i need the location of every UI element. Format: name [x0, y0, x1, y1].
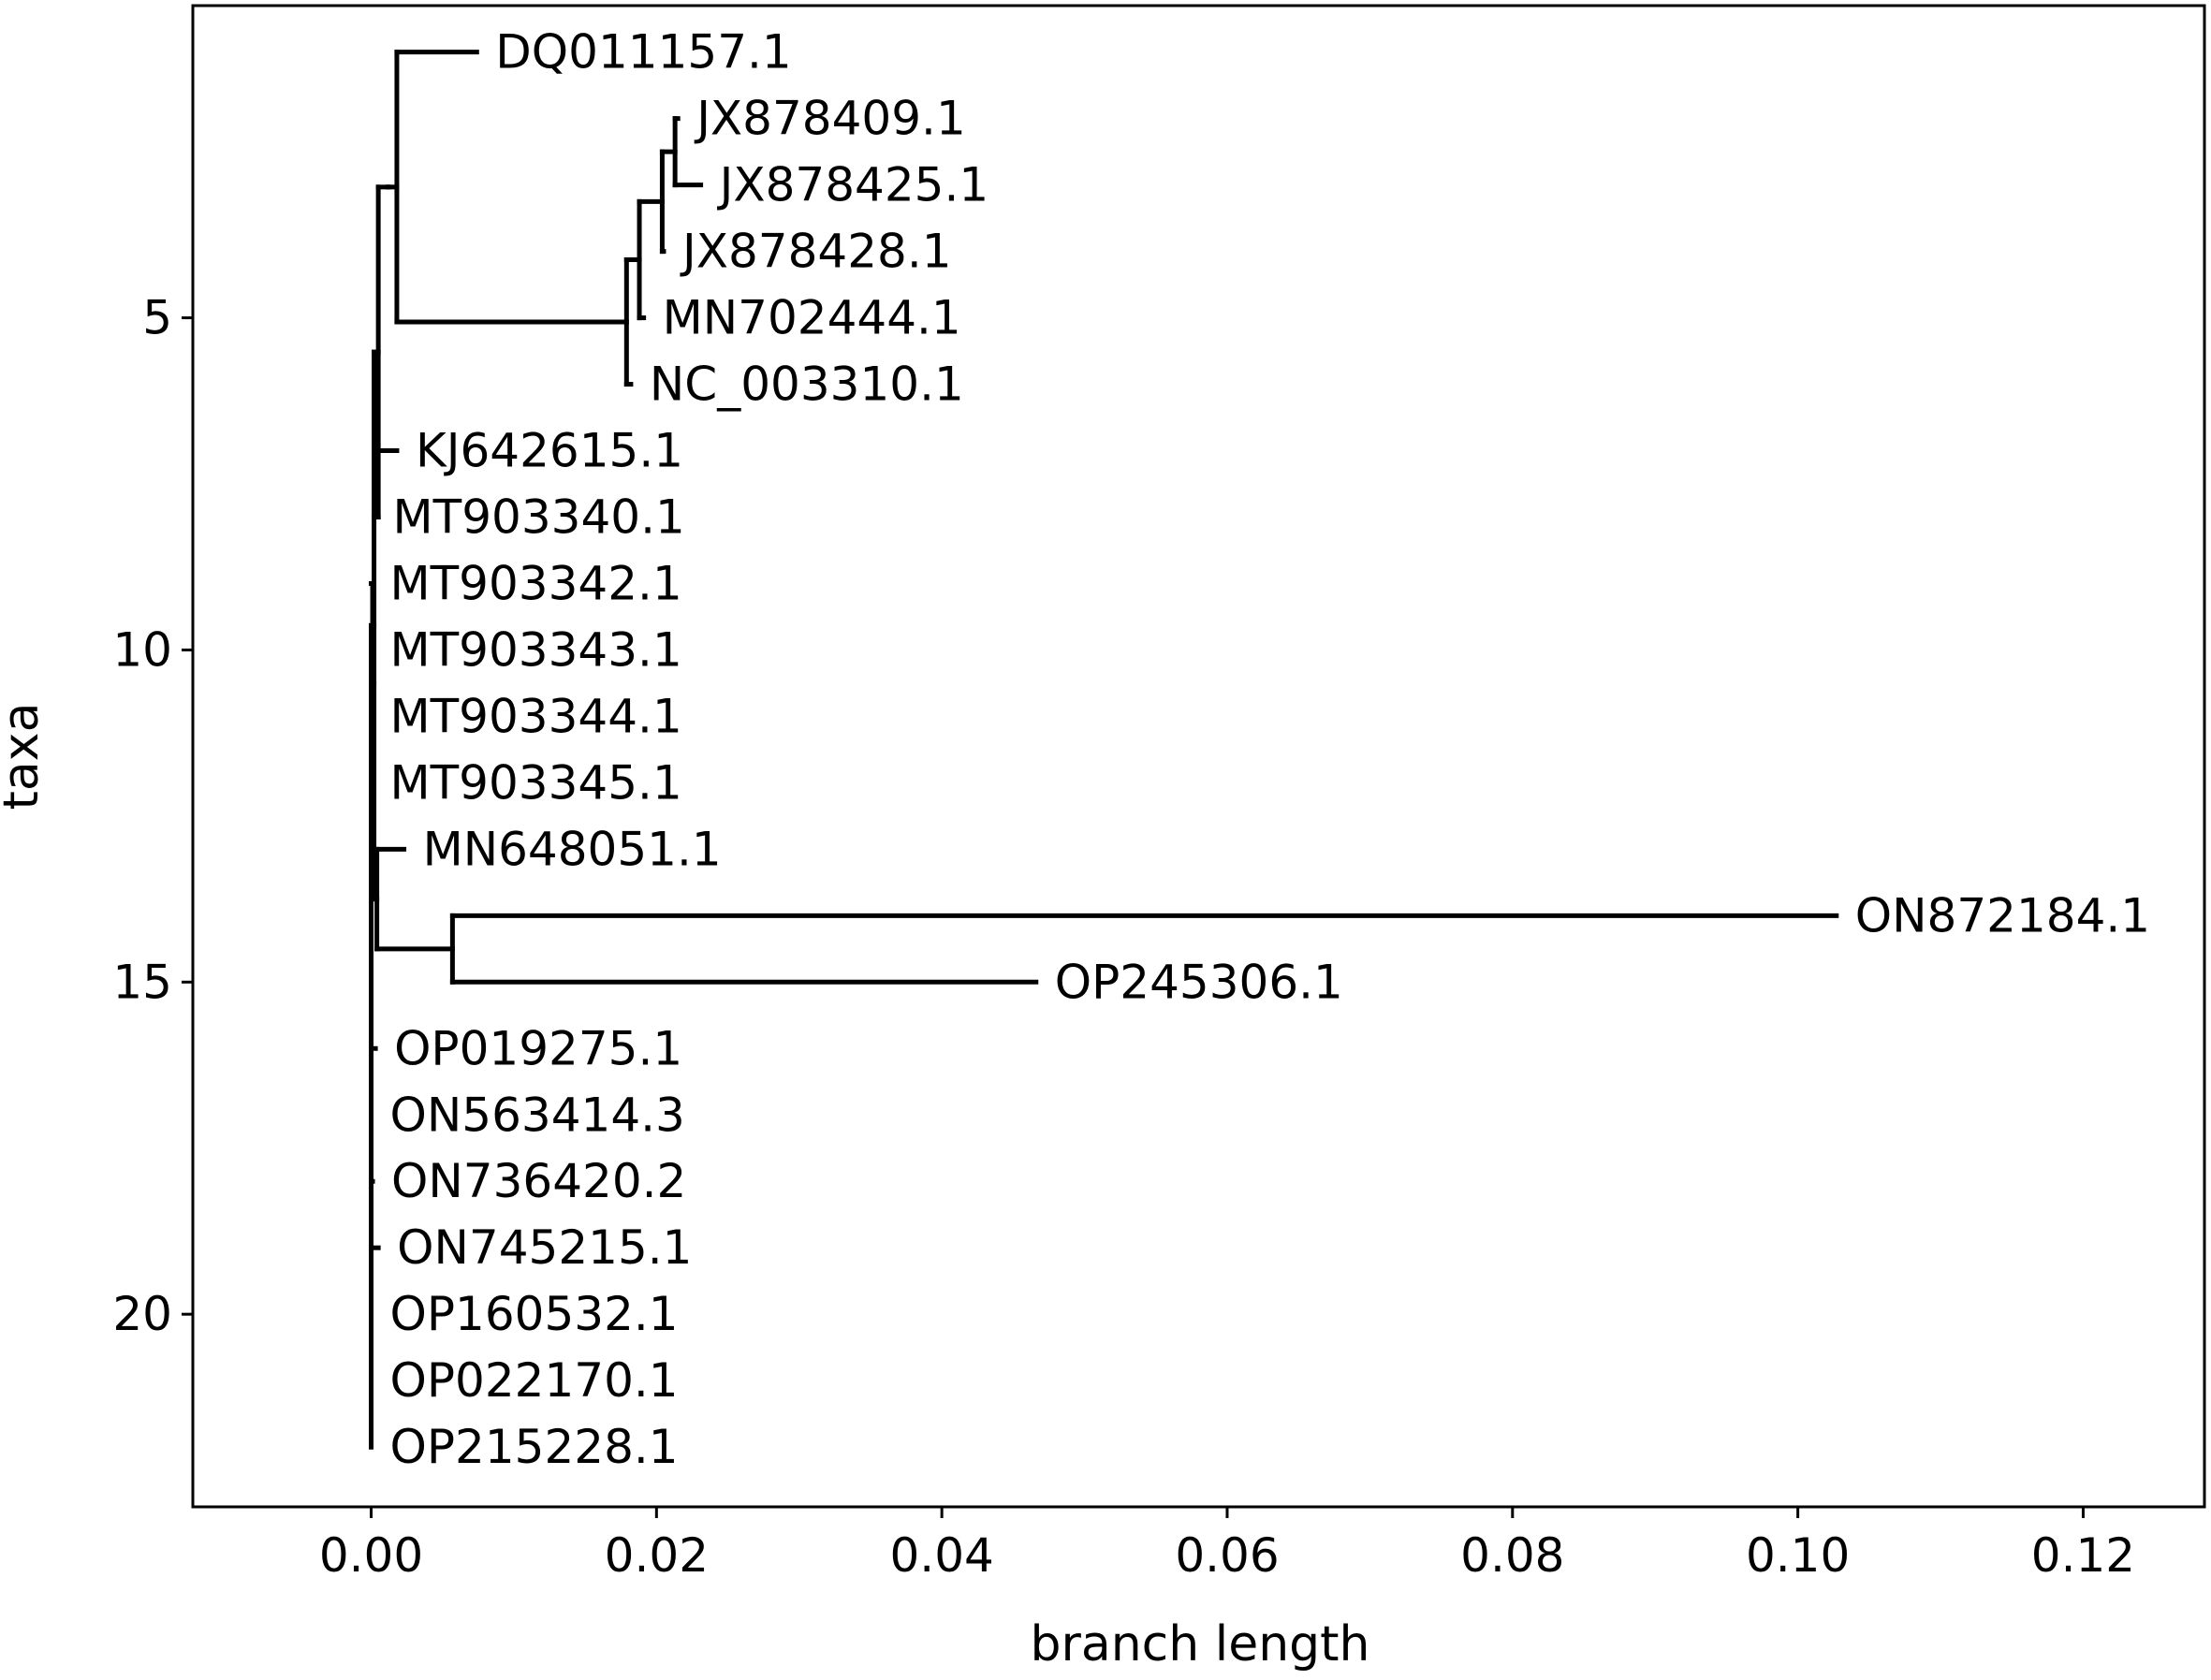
y-tick-label: 5	[142, 291, 172, 345]
taxon-label: ON745215.1	[397, 1220, 692, 1275]
x-tick-label: 0.08	[1460, 1528, 1564, 1583]
taxon-label: JX878409.1	[694, 92, 966, 146]
taxon-label: MN702444.1	[663, 291, 961, 345]
taxon-label: ON872184.1	[1855, 888, 2150, 942]
x-tick-label: 0.06	[1175, 1528, 1279, 1583]
taxon-label: MT903340.1	[393, 489, 685, 544]
taxon-label: JX878425.1	[717, 158, 989, 212]
tree-branches	[369, 50, 1839, 1450]
taxon-label: OP160532.1	[390, 1287, 679, 1341]
y-axis: 5 10 15 20	[112, 291, 193, 1341]
x-axis-label: branch length	[1030, 1616, 1369, 1673]
taxon-label: MT903343.1	[390, 622, 682, 677]
x-tick-label: 0.12	[2031, 1528, 2135, 1583]
taxon-label: ON563414.3	[390, 1088, 685, 1142]
y-tick-label: 20	[112, 1287, 172, 1341]
taxon-label: MT903345.1	[390, 755, 682, 810]
y-tick-label: 10	[112, 622, 172, 677]
y-tick-label: 15	[112, 955, 172, 1009]
taxon-label: MT903344.1	[390, 689, 682, 743]
taxon-label: JX878428.1	[680, 225, 952, 279]
x-axis: 0.00 0.02 0.04 0.06 0.08 0.10 0.12	[319, 1507, 2135, 1583]
taxon-label: OP215228.1	[390, 1420, 679, 1474]
taxon-label: MN648051.1	[423, 822, 722, 876]
taxon-label: ON736420.2	[391, 1154, 686, 1208]
taxon-label: MT903342.1	[390, 556, 682, 610]
x-tick-label: 0.02	[605, 1528, 709, 1583]
taxon-label: OP245306.1	[1055, 955, 1343, 1009]
taxon-label: OP022170.1	[390, 1353, 679, 1408]
taxon-label: OP019275.1	[394, 1021, 682, 1075]
taxon-label: NC_003310.1	[650, 358, 964, 412]
y-axis-label: taxa	[0, 703, 50, 811]
plot-frame	[191, 4, 2206, 1509]
x-tick-label: 0.04	[889, 1528, 993, 1583]
taxon-labels: DQ011157.1 JX878409.1 JX878425.1 JX878428.1…	[390, 25, 2151, 1474]
taxon-label: KJ642615.1	[416, 424, 683, 478]
x-tick-label: 0.00	[319, 1528, 423, 1583]
x-tick-label: 0.10	[1746, 1528, 1850, 1583]
taxon-label: DQ011157.1	[495, 25, 791, 80]
